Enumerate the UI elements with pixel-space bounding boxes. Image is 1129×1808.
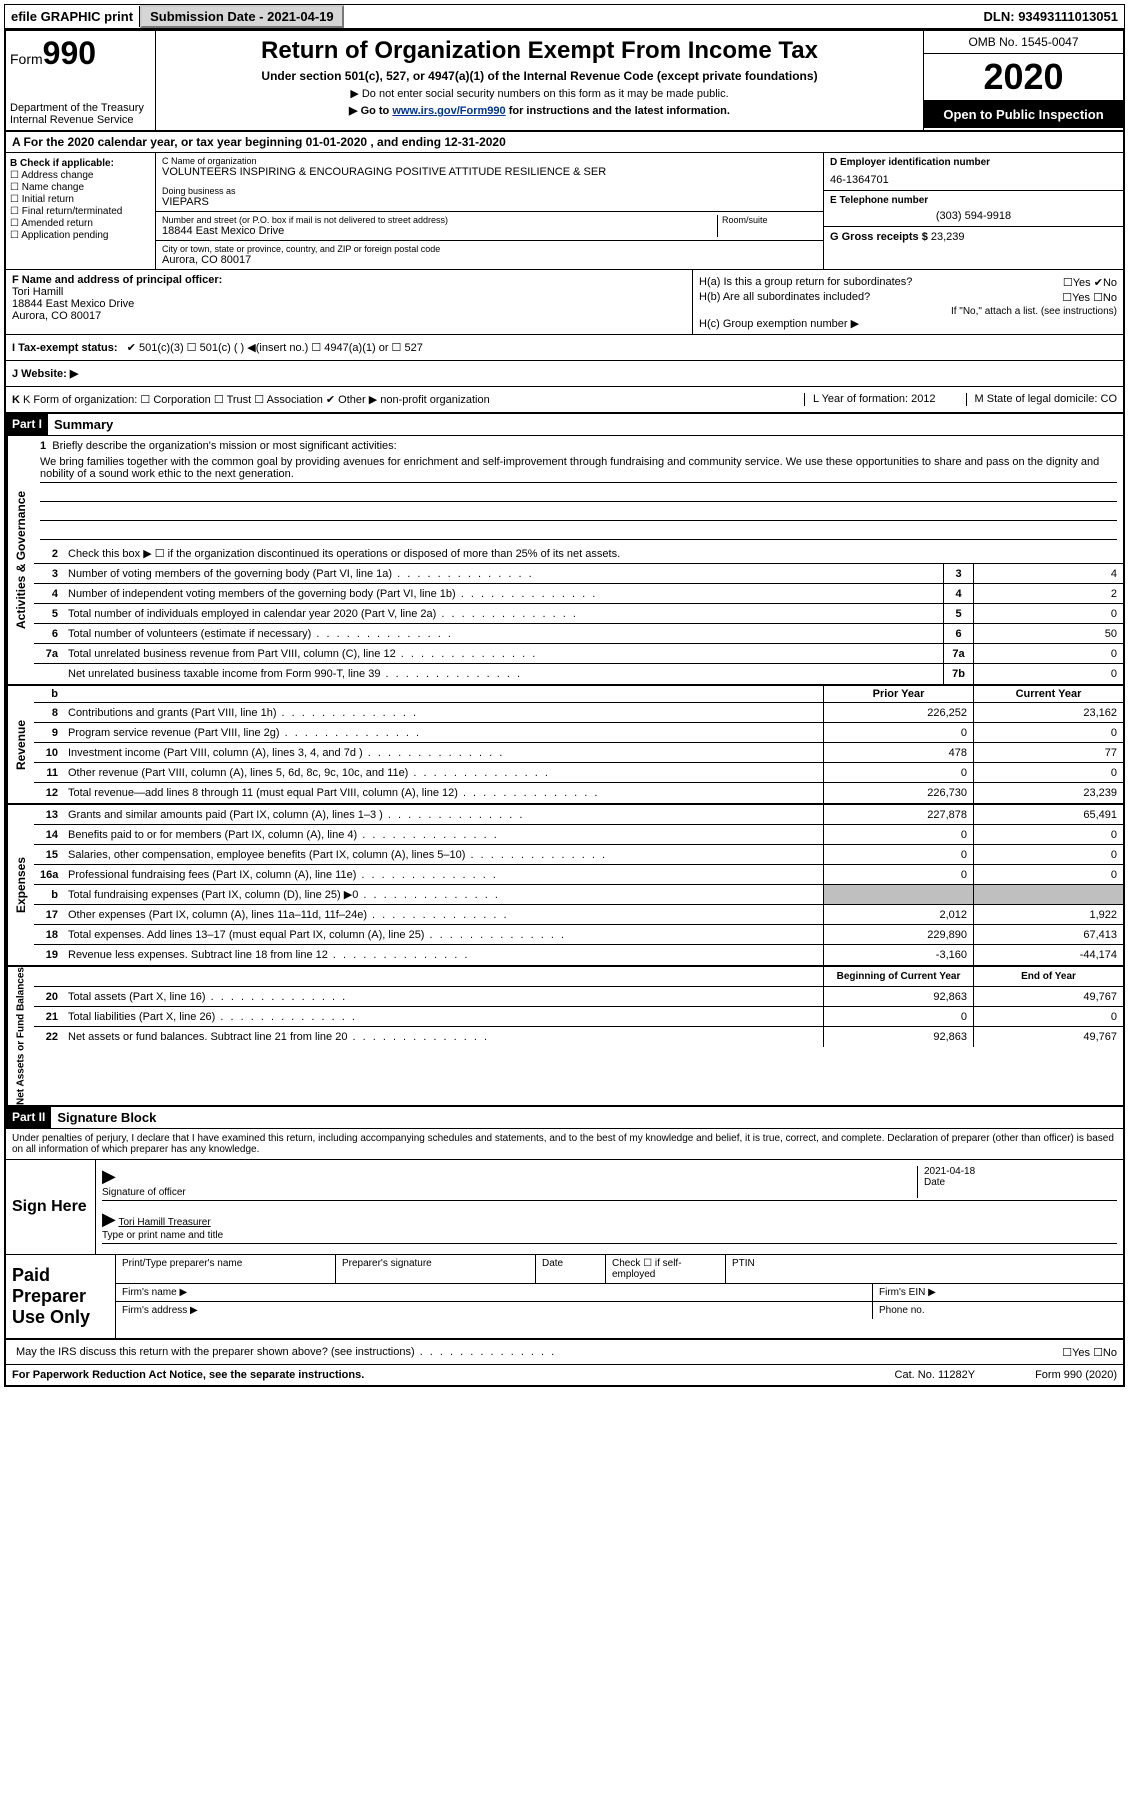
section-fh: F Name and address of principal officer:… bbox=[6, 270, 1123, 335]
box-e: E Telephone number (303) 594-9918 bbox=[824, 191, 1123, 227]
data-line: 20Total assets (Part X, line 16)92,86349… bbox=[34, 987, 1123, 1007]
public-inspection: Open to Public Inspection bbox=[924, 101, 1123, 128]
data-line: 18Total expenses. Add lines 13–17 (must … bbox=[34, 925, 1123, 945]
block-revenue: Revenue b Prior Year Current Year 8Contr… bbox=[6, 686, 1123, 805]
gov-line: 7aTotal unrelated business revenue from … bbox=[34, 644, 1123, 664]
org-name-row: C Name of organization VOLUNTEERS INSPIR… bbox=[156, 153, 823, 212]
tax-year: 2020 bbox=[924, 54, 1123, 101]
paid-preparer-row: Paid Preparer Use Only Print/Type prepar… bbox=[6, 1255, 1123, 1340]
header-mid: Return of Organization Exempt From Incom… bbox=[156, 31, 923, 130]
data-line: 15Salaries, other compensation, employee… bbox=[34, 845, 1123, 865]
data-line: 16aProfessional fundraising fees (Part I… bbox=[34, 865, 1123, 885]
row-k: K K Form of organization: ☐ Corporation … bbox=[6, 387, 1123, 414]
omb-number: OMB No. 1545-0047 bbox=[924, 31, 1123, 54]
section-bc: B Check if applicable: Address change Na… bbox=[6, 153, 1123, 270]
sidetab-rev: Revenue bbox=[6, 686, 34, 803]
mission-block: 1 Briefly describe the organization's mi… bbox=[34, 436, 1123, 544]
period-row: A For the 2020 calendar year, or tax yea… bbox=[6, 132, 1123, 153]
data-line: 11Other revenue (Part VIII, column (A), … bbox=[34, 763, 1123, 783]
data-line: 19Revenue less expenses. Subtract line 1… bbox=[34, 945, 1123, 965]
irs-link[interactable]: www.irs.gov/Form990 bbox=[392, 105, 505, 117]
box-de: D Employer identification number 46-1364… bbox=[823, 153, 1123, 269]
data-line: 10Investment income (Part VIII, column (… bbox=[34, 743, 1123, 763]
gov-line: 5Total number of individuals employed in… bbox=[34, 604, 1123, 624]
sidetab-exp: Expenses bbox=[6, 805, 34, 965]
city-row: City or town, state or province, country… bbox=[156, 241, 823, 269]
header-left: Form990 Department of the Treasury Inter… bbox=[6, 31, 156, 130]
dept-label: Department of the Treasury Internal Reve… bbox=[10, 102, 151, 126]
note-ssn: ▶ Do not enter social security numbers o… bbox=[162, 87, 917, 100]
box-g: G Gross receipts $ 23,239 bbox=[824, 227, 1123, 247]
block-expenses: Expenses 13Grants and similar amounts pa… bbox=[6, 805, 1123, 967]
note-link: ▶ Go to www.irs.gov/Form990 for instruct… bbox=[162, 104, 917, 117]
data-line: bTotal fundraising expenses (Part IX, co… bbox=[34, 885, 1123, 905]
form-id: Form990 bbox=[10, 35, 151, 72]
box-b: B Check if applicable: Address change Na… bbox=[6, 153, 156, 269]
data-line: 9Program service revenue (Part VIII, lin… bbox=[34, 723, 1123, 743]
data-line: 13Grants and similar amounts paid (Part … bbox=[34, 805, 1123, 825]
dln: DLN: 93493111013051 bbox=[978, 6, 1124, 27]
part1-header: Part I Summary bbox=[6, 414, 1123, 436]
gov-line: Net unrelated business taxable income fr… bbox=[34, 664, 1123, 684]
box-c: C Name of organization VOLUNTEERS INSPIR… bbox=[156, 153, 823, 269]
form-subtitle: Under section 501(c), 527, or 4947(a)(1)… bbox=[162, 69, 917, 83]
data-line: 14Benefits paid to or for members (Part … bbox=[34, 825, 1123, 845]
submission-btn[interactable]: Submission Date - 2021-04-19 bbox=[140, 5, 344, 28]
form-container: Form990 Department of the Treasury Inter… bbox=[4, 29, 1125, 1387]
data-line: 8Contributions and grants (Part VIII, li… bbox=[34, 703, 1123, 723]
header-right: OMB No. 1545-0047 2020 Open to Public In… bbox=[923, 31, 1123, 130]
sidetab-na: Net Assets or Fund Balances bbox=[6, 967, 34, 1105]
data-line: 12Total revenue—add lines 8 through 11 (… bbox=[34, 783, 1123, 803]
block-governance: Activities & Governance 1 Briefly descri… bbox=[6, 436, 1123, 686]
gov-line: 3Number of voting members of the governi… bbox=[34, 564, 1123, 584]
gov-line: 4Number of independent voting members of… bbox=[34, 584, 1123, 604]
box-h: H(a) Is this a group return for subordin… bbox=[693, 270, 1123, 334]
discuss-row: May the IRS discuss this return with the… bbox=[6, 1340, 1123, 1365]
box-f: F Name and address of principal officer:… bbox=[6, 270, 693, 334]
rev-header: b Prior Year Current Year bbox=[34, 686, 1123, 703]
form-title: Return of Organization Exempt From Incom… bbox=[162, 37, 917, 65]
paid-label: Paid Preparer Use Only bbox=[6, 1255, 116, 1338]
addr-row: Number and street (or P.O. box if mail i… bbox=[156, 212, 823, 241]
data-line: 17Other expenses (Part IX, column (A), l… bbox=[34, 905, 1123, 925]
row-j: J Website: ▶ bbox=[6, 361, 1123, 387]
box-d: D Employer identification number 46-1364… bbox=[824, 153, 1123, 191]
data-line: 21Total liabilities (Part X, line 26)00 bbox=[34, 1007, 1123, 1027]
row-i: I Tax-exempt status: ✔ 501(c)(3) ☐ 501(c… bbox=[6, 335, 1123, 361]
block-netassets: Net Assets or Fund Balances Beginning of… bbox=[6, 967, 1123, 1107]
line-2: 2 Check this box ▶ ☐ if the organization… bbox=[34, 544, 1123, 564]
sign-here-label: Sign Here bbox=[6, 1160, 96, 1254]
efile-label: efile GRAPHIC print bbox=[5, 6, 140, 27]
na-header: Beginning of Current Year End of Year bbox=[34, 967, 1123, 987]
data-line: 22Net assets or fund balances. Subtract … bbox=[34, 1027, 1123, 1047]
part2-header: Part II Signature Block bbox=[6, 1107, 1123, 1129]
gov-line: 6Total number of volunteers (estimate if… bbox=[34, 624, 1123, 644]
sig-declaration: Under penalties of perjury, I declare th… bbox=[6, 1129, 1123, 1160]
sign-here-row: Sign Here ▶Signature of officer 2021-04-… bbox=[6, 1160, 1123, 1255]
sidetab-gov: Activities & Governance bbox=[6, 436, 34, 684]
top-toolbar: efile GRAPHIC print Submission Date - 20… bbox=[4, 4, 1125, 29]
footer: For Paperwork Reduction Act Notice, see … bbox=[6, 1365, 1123, 1385]
form-header: Form990 Department of the Treasury Inter… bbox=[6, 31, 1123, 132]
